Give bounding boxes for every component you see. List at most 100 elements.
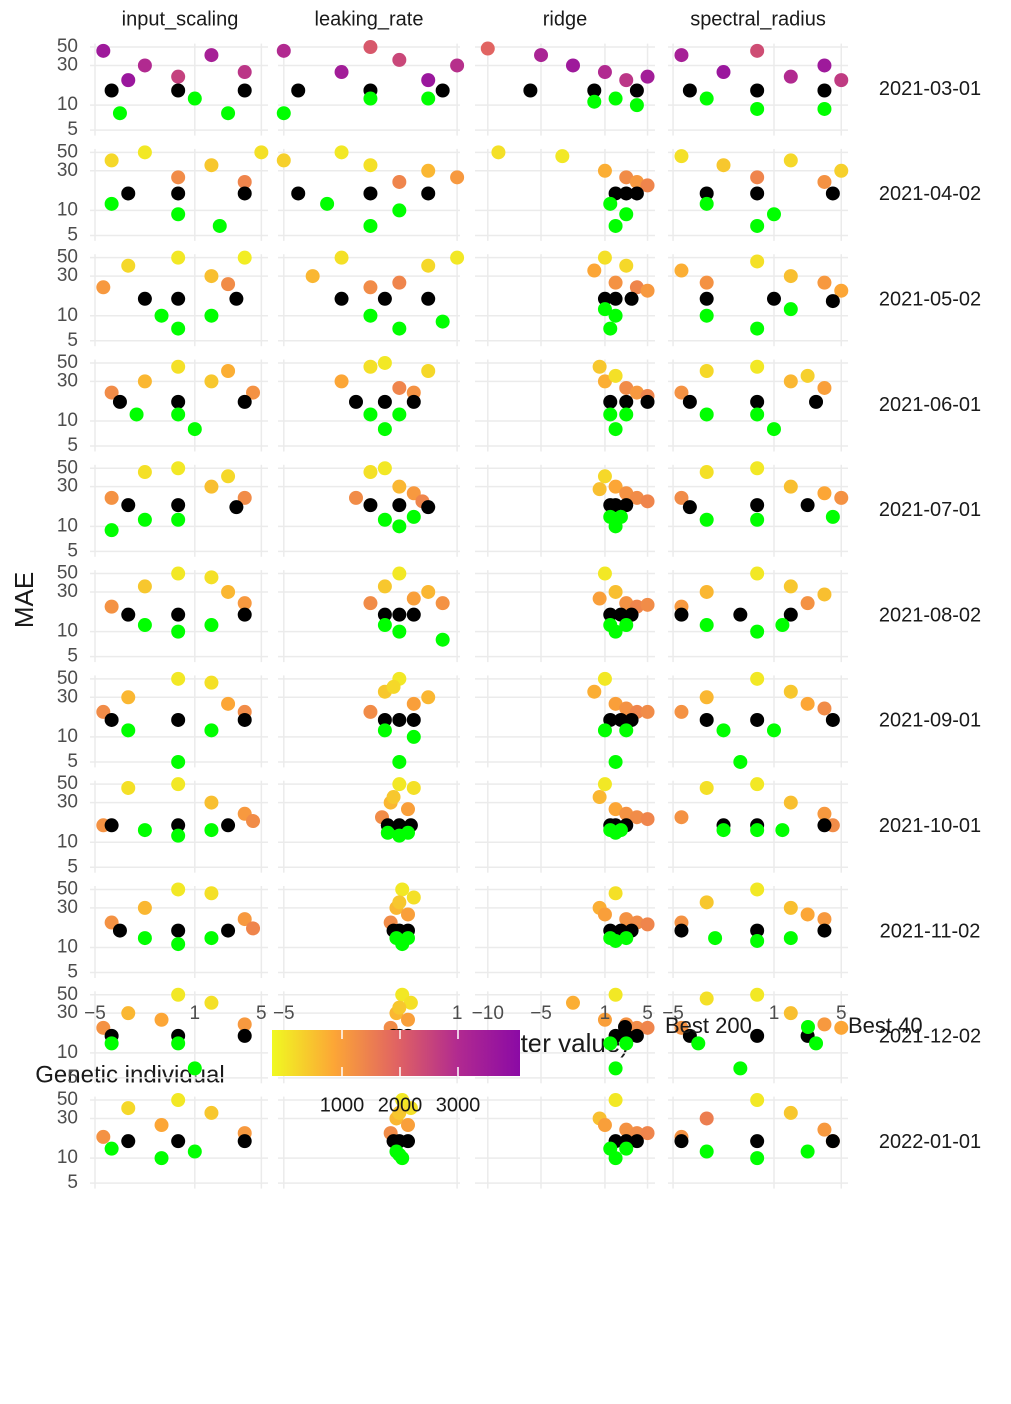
point bbox=[406, 509, 421, 524]
point bbox=[421, 258, 436, 273]
point bbox=[817, 58, 832, 73]
point bbox=[380, 825, 395, 840]
point bbox=[237, 1134, 252, 1149]
y-tick-label: 10 bbox=[57, 305, 78, 326]
point bbox=[363, 40, 378, 55]
y-tick-label: 50 bbox=[57, 36, 78, 57]
point bbox=[555, 149, 570, 164]
point bbox=[750, 359, 765, 374]
point bbox=[608, 1093, 623, 1108]
point bbox=[592, 591, 607, 606]
point bbox=[603, 607, 618, 622]
point bbox=[592, 790, 607, 805]
column-strip-label: ridge bbox=[543, 8, 587, 30]
point bbox=[112, 923, 127, 938]
point bbox=[237, 912, 252, 927]
point bbox=[750, 407, 765, 422]
point bbox=[392, 895, 407, 910]
point bbox=[96, 280, 111, 295]
point bbox=[817, 1017, 832, 1032]
point bbox=[363, 158, 378, 173]
colorbar bbox=[272, 1030, 520, 1076]
point bbox=[608, 624, 623, 639]
point bbox=[154, 1012, 169, 1027]
x-tick-label: −10 bbox=[472, 1003, 504, 1024]
point bbox=[834, 283, 849, 298]
point bbox=[392, 1147, 407, 1162]
point bbox=[640, 494, 655, 509]
y-tick-label: 50 bbox=[57, 878, 78, 899]
y-tick-label: 50 bbox=[57, 773, 78, 794]
y-tick-label: 30 bbox=[57, 370, 78, 391]
point bbox=[276, 43, 291, 58]
point bbox=[237, 607, 252, 622]
point bbox=[121, 607, 136, 622]
point bbox=[750, 498, 765, 513]
point bbox=[421, 291, 436, 306]
point bbox=[403, 995, 418, 1010]
point bbox=[608, 275, 623, 290]
point bbox=[121, 1006, 136, 1021]
point bbox=[392, 321, 407, 336]
point bbox=[221, 363, 236, 378]
point bbox=[171, 359, 186, 374]
y-tick-label: 50 bbox=[57, 984, 78, 1005]
point bbox=[699, 512, 714, 527]
point bbox=[204, 570, 219, 585]
point bbox=[121, 723, 136, 738]
point bbox=[171, 671, 186, 686]
point bbox=[523, 83, 538, 98]
point bbox=[291, 186, 306, 201]
point bbox=[171, 512, 186, 527]
point bbox=[237, 174, 252, 189]
row-strip-label: 2021-04-02 bbox=[879, 183, 981, 205]
point bbox=[104, 523, 119, 538]
point bbox=[377, 618, 392, 633]
point bbox=[171, 566, 186, 581]
y-tick-label: 30 bbox=[57, 792, 78, 813]
point bbox=[171, 69, 186, 84]
y-tick-label: 50 bbox=[57, 563, 78, 584]
point bbox=[171, 291, 186, 306]
point bbox=[699, 584, 714, 599]
point bbox=[171, 1134, 186, 1149]
point bbox=[674, 810, 689, 825]
x-tick-label: −5 bbox=[84, 1003, 106, 1024]
point bbox=[221, 106, 236, 121]
y-tick-label: 30 bbox=[57, 581, 78, 602]
point bbox=[800, 907, 815, 922]
point bbox=[750, 1093, 765, 1108]
point bbox=[682, 394, 697, 409]
point bbox=[237, 712, 252, 727]
point bbox=[640, 917, 655, 932]
colorbar-tick-label: 1000 bbox=[320, 1094, 365, 1116]
point bbox=[229, 291, 244, 306]
point bbox=[320, 196, 335, 211]
point bbox=[221, 469, 236, 484]
legend-label: Best 200 bbox=[665, 1013, 752, 1038]
point bbox=[750, 1134, 765, 1149]
x-tick-label: 1 bbox=[769, 1003, 780, 1024]
point bbox=[783, 1006, 798, 1021]
point bbox=[699, 291, 714, 306]
point bbox=[783, 269, 798, 284]
point bbox=[363, 91, 378, 106]
point bbox=[121, 498, 136, 513]
y-tick-label: 30 bbox=[57, 54, 78, 75]
point bbox=[708, 931, 723, 946]
point bbox=[334, 374, 349, 389]
point bbox=[204, 995, 219, 1010]
point bbox=[733, 754, 748, 769]
point bbox=[608, 479, 623, 494]
row-strip-label: 2021-09-01 bbox=[879, 710, 981, 732]
point bbox=[587, 263, 602, 278]
y-tick-label: 10 bbox=[57, 199, 78, 220]
point bbox=[237, 394, 252, 409]
point bbox=[817, 174, 832, 189]
point bbox=[750, 923, 765, 938]
point bbox=[187, 1144, 202, 1159]
point bbox=[603, 321, 618, 336]
point bbox=[608, 368, 623, 383]
point bbox=[699, 991, 714, 1006]
